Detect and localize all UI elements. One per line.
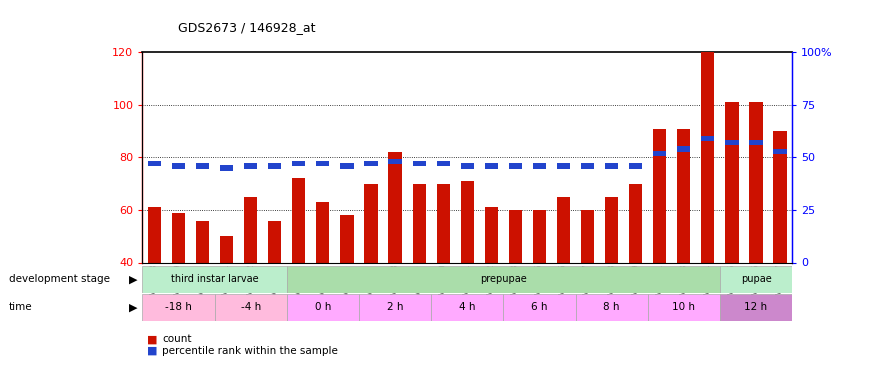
- Bar: [581, 163, 595, 168]
- Bar: [720, 294, 792, 321]
- Text: 2 h: 2 h: [387, 303, 403, 312]
- Bar: [214, 294, 287, 321]
- Bar: [220, 165, 233, 171]
- Bar: [388, 159, 401, 164]
- Bar: [292, 178, 305, 262]
- Text: 0 h: 0 h: [315, 303, 331, 312]
- Bar: [581, 210, 595, 262]
- Bar: [316, 161, 329, 166]
- Bar: [653, 151, 667, 156]
- Text: GDS2673 / 146928_at: GDS2673 / 146928_at: [178, 21, 315, 34]
- Bar: [244, 163, 257, 168]
- Bar: [701, 53, 715, 262]
- Bar: [677, 147, 691, 152]
- Text: 4 h: 4 h: [459, 303, 475, 312]
- Bar: [701, 136, 715, 141]
- Bar: [773, 131, 787, 262]
- Bar: [461, 163, 473, 168]
- Bar: [576, 294, 648, 321]
- Bar: [557, 197, 570, 262]
- Text: ■: ■: [147, 346, 158, 355]
- Bar: [316, 202, 329, 262]
- Bar: [172, 163, 185, 168]
- Bar: [196, 220, 209, 262]
- Bar: [773, 148, 787, 154]
- Text: -18 h: -18 h: [165, 303, 192, 312]
- Text: 8 h: 8 h: [603, 303, 619, 312]
- Text: time: time: [9, 303, 33, 312]
- Bar: [437, 184, 449, 262]
- Bar: [340, 215, 353, 262]
- Bar: [725, 140, 739, 146]
- Text: pupae: pupae: [740, 274, 772, 284]
- Text: percentile rank within the sample: percentile rank within the sample: [162, 346, 338, 355]
- Bar: [557, 163, 570, 168]
- Bar: [388, 152, 401, 262]
- Bar: [605, 163, 619, 168]
- Text: development stage: development stage: [9, 274, 109, 284]
- Bar: [287, 294, 359, 321]
- Bar: [720, 266, 792, 292]
- Bar: [677, 129, 691, 262]
- Bar: [509, 210, 522, 262]
- Bar: [648, 294, 720, 321]
- Bar: [749, 140, 763, 146]
- Bar: [509, 163, 522, 168]
- Bar: [412, 184, 425, 262]
- Text: third instar larvae: third instar larvae: [171, 274, 258, 284]
- Bar: [533, 163, 546, 168]
- Text: 12 h: 12 h: [744, 303, 767, 312]
- Bar: [437, 161, 449, 166]
- Bar: [485, 207, 498, 262]
- Bar: [629, 184, 643, 262]
- Text: ■: ■: [147, 334, 158, 344]
- Bar: [196, 163, 209, 168]
- Text: ▶: ▶: [129, 303, 138, 312]
- Text: prepupae: prepupae: [480, 274, 527, 284]
- Bar: [364, 161, 377, 166]
- Bar: [287, 266, 720, 292]
- Bar: [461, 181, 473, 262]
- Bar: [605, 197, 619, 262]
- Bar: [504, 294, 576, 321]
- Text: 6 h: 6 h: [531, 303, 547, 312]
- Bar: [485, 163, 498, 168]
- Bar: [244, 197, 257, 262]
- Bar: [292, 161, 305, 166]
- Bar: [364, 184, 377, 262]
- Bar: [148, 207, 161, 262]
- Bar: [431, 294, 504, 321]
- Bar: [749, 102, 763, 262]
- Text: 10 h: 10 h: [672, 303, 695, 312]
- Bar: [359, 294, 431, 321]
- Bar: [412, 161, 425, 166]
- Bar: [220, 236, 233, 262]
- Bar: [340, 163, 353, 168]
- Bar: [653, 129, 667, 262]
- Bar: [172, 213, 185, 262]
- Bar: [268, 163, 281, 168]
- Bar: [725, 102, 739, 262]
- Bar: [533, 210, 546, 262]
- Bar: [268, 220, 281, 262]
- Text: count: count: [162, 334, 191, 344]
- Bar: [629, 163, 643, 168]
- Text: ▶: ▶: [129, 274, 138, 284]
- Text: -4 h: -4 h: [240, 303, 261, 312]
- Bar: [148, 161, 161, 166]
- Bar: [142, 266, 287, 292]
- Bar: [142, 294, 214, 321]
